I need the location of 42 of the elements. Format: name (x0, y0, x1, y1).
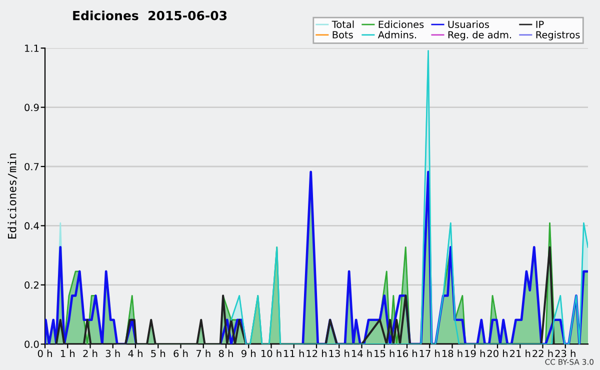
x-tick-label: 11 h (284, 350, 304, 358)
legend-label: Total (332, 20, 354, 28)
line-series (230, 50, 588, 344)
x-tick-label: 7 h (196, 350, 210, 358)
chart-title: Ediciones 2015-06-03 (73, 10, 227, 20)
x-tick-label: 18 h (442, 350, 462, 358)
x-tick-label: 2 h (83, 350, 98, 358)
x-tick-label: 8 h (218, 350, 233, 358)
x-tick-label: 20 h (487, 350, 508, 358)
y-tick-label: 1.1 (25, 44, 39, 52)
x-tick-label: 14 h (352, 350, 372, 358)
x-tick-label: 1 h (60, 350, 75, 358)
x-tick-label: 17 h (420, 350, 440, 358)
y-tick-label: 0.0 (24, 340, 39, 348)
y-axis-title: Ediciones/min (8, 154, 18, 239)
x-tick-label: 4 h (128, 350, 142, 358)
y-tick-label: 0.2 (24, 281, 38, 289)
legend-label: Reg. de adm. (448, 30, 511, 40)
legend-label: Registros (536, 30, 580, 40)
x-tick-label: 5 h (151, 350, 166, 358)
legend-label: Ediciones (378, 20, 424, 28)
legend-label: IP (536, 20, 544, 28)
legend-label: Admins. (378, 30, 416, 38)
x-tick-label: 6 h (174, 350, 188, 358)
legend-label: Usuarios (448, 20, 489, 28)
x-tick-label: 9 h (242, 350, 256, 358)
x-tick-label: 0 h (38, 350, 52, 358)
y-tick-label: 0.4 (24, 222, 39, 230)
legend-label: Bots (332, 31, 353, 38)
x-tick-label: 21 h (510, 350, 530, 358)
x-tick-label: 19 h (465, 350, 485, 358)
y-tick-label: 0.7 (24, 162, 39, 170)
y-tick-label: 0.9 (24, 104, 39, 112)
x-tick-label: 22 h (532, 350, 553, 358)
x-tick-label: 10 h (262, 350, 282, 358)
line-series (55, 246, 555, 344)
x-tick-label: 3 h (106, 350, 120, 358)
x-tick-label: 15 h (374, 350, 394, 358)
x-tick-label: 16 h (397, 350, 417, 358)
x-tick-label: 23 h (555, 350, 576, 358)
x-tick-label: 12 h (306, 350, 326, 358)
x-tick-label: 13 h (329, 350, 350, 358)
